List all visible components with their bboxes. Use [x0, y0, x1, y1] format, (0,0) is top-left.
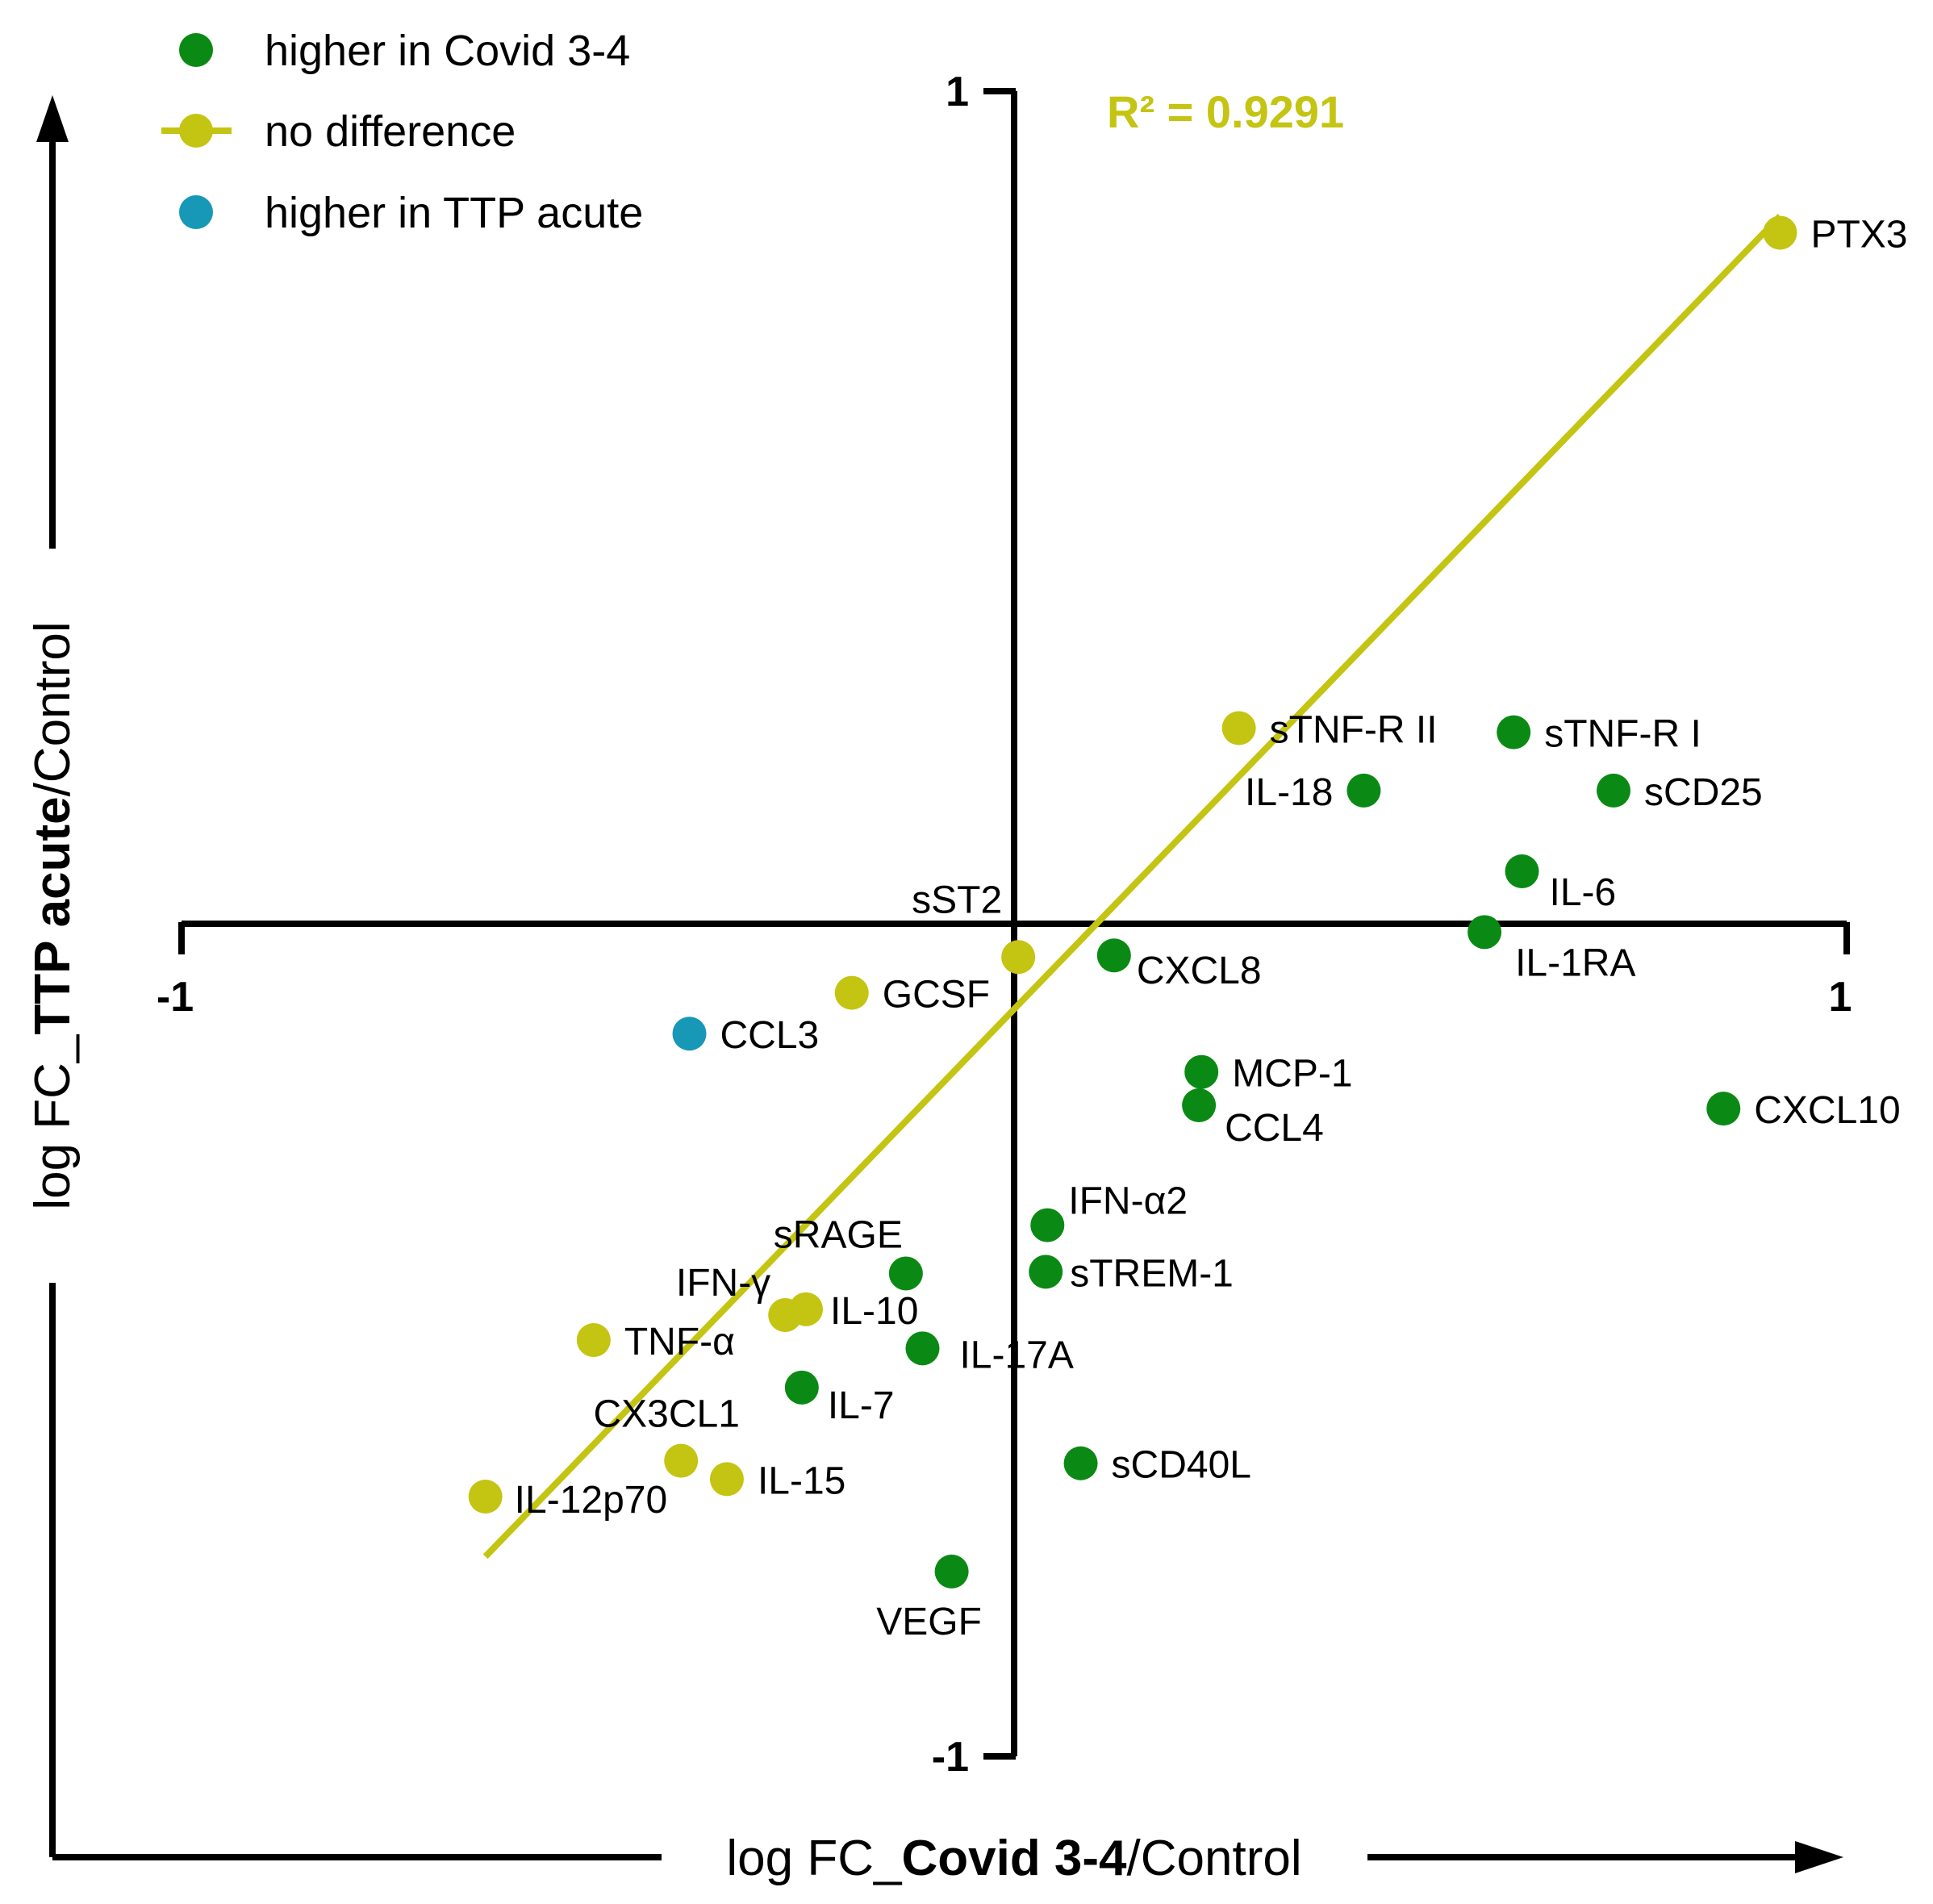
x-arrowhead	[1795, 1841, 1843, 1873]
legend-label-no-difference: no difference	[265, 107, 516, 156]
y-tick-label-max: 1	[946, 69, 969, 115]
labels-layer: PTX3 sTNF-R II sTNF-R I IL-18 sCD25 IL-6 IL-1R…	[515, 213, 1908, 1643]
point-il-10	[789, 1292, 823, 1326]
axis-title-prefix: log FC_	[726, 1831, 903, 1886]
point-srage	[888, 1256, 923, 1291]
label-sst2: sST2	[912, 879, 1002, 921]
point-ccl3	[672, 1017, 707, 1051]
outer-axes	[36, 95, 1843, 1873]
y-axis-title: log FC_TTP acute/Control	[25, 621, 81, 1209]
point-il-18	[1346, 773, 1381, 808]
points-layer	[468, 215, 1797, 1589]
label-il-6: IL-6	[1550, 871, 1617, 914]
label-cxcl8: CXCL8	[1137, 950, 1262, 992]
y-tick-label-min: -1	[932, 1734, 969, 1781]
point-sst2	[1001, 940, 1036, 975]
point-il-17a	[905, 1331, 940, 1366]
label-il-15: IL-15	[758, 1459, 845, 1502]
legend-label-higher-in-ttp-acute: higher in TTP acute	[265, 189, 643, 237]
point-il-12p70	[468, 1480, 503, 1514]
point-vegf	[934, 1554, 969, 1589]
label-vegf: VEGF	[876, 1601, 982, 1643]
r-squared-annotation: R² = 0.9291	[1107, 86, 1344, 137]
label-il-17a: IL-17A	[959, 1334, 1073, 1376]
label-scd25: sCD25	[1644, 771, 1763, 814]
point-strem-1	[1029, 1255, 1063, 1289]
axis-title-suffix: /Control	[25, 621, 81, 796]
legend-marker-no-difference	[179, 114, 213, 148]
point-ptx3	[1763, 215, 1797, 250]
label-ccl3: CCL3	[720, 1014, 820, 1057]
axis-title-prefix: log FC_	[25, 1033, 81, 1210]
label-cxcl10: CXCL10	[1754, 1089, 1900, 1132]
point-ifn-2	[1030, 1208, 1065, 1242]
legend-marker-higher-in-covid-3-4	[179, 33, 213, 67]
label-stnf-r-i: sTNF-R I	[1544, 713, 1701, 756]
label-il-10: IL-10	[830, 1290, 918, 1333]
point-mcp-1	[1184, 1054, 1219, 1089]
label-ptx3: PTX3	[1810, 213, 1907, 256]
legend: higher in Covid 3-4 no difference higher i…	[161, 27, 643, 237]
label-mcp-1: MCP-1	[1232, 1053, 1352, 1096]
point-stnf-r-ii	[1221, 711, 1256, 745]
label-il-7: IL-7	[828, 1384, 895, 1427]
x-tick-label-min: -1	[157, 974, 194, 1021]
point-stnf-r-i	[1497, 715, 1531, 749]
label-ifn-2: IFN-α2	[1068, 1180, 1188, 1223]
point-cx3cl1	[664, 1443, 699, 1478]
point-il-6	[1505, 854, 1539, 888]
legend-marker-higher-in-ttp-acute	[179, 195, 213, 229]
label-strem-1: sTREM-1	[1070, 1252, 1234, 1295]
y-arrowhead	[36, 95, 69, 142]
point-cxcl10	[1706, 1092, 1741, 1126]
point-cxcl8	[1096, 938, 1131, 973]
point-il-1ra	[1467, 915, 1502, 950]
label-il-1ra: IL-1RA	[1515, 942, 1635, 984]
label-stnf-r-ii: sTNF-R II	[1270, 708, 1438, 751]
regression-line	[482, 214, 1783, 1560]
inner-axes: -1 1 1 -1	[157, 69, 1852, 1781]
axis-title-suffix: /Control	[1127, 1831, 1302, 1886]
label-srage: sRAGE	[774, 1213, 903, 1256]
point-il-15	[709, 1462, 744, 1497]
label-tnf: TNF-α	[624, 1321, 735, 1363]
label-il-18: IL-18	[1245, 771, 1333, 814]
label-cx3cl1: CX3CL1	[593, 1393, 739, 1436]
legend-label-higher-in-covid-3-4: higher in Covid 3-4	[265, 27, 630, 75]
label-il-12p70: IL-12p70	[515, 1479, 668, 1522]
point-tnf	[576, 1323, 611, 1357]
x-axis-title: log FC_Covid 3-4/Control	[726, 1831, 1301, 1886]
label-gcsf: GCSF	[883, 974, 990, 1017]
axis-title-bold: Covid 3-4	[901, 1831, 1127, 1886]
point-gcsf	[834, 975, 869, 1010]
point-ccl4	[1182, 1088, 1217, 1122]
axis-title-bold: TTP acute	[25, 796, 81, 1034]
point-scd40l	[1063, 1446, 1098, 1480]
label-ccl4: CCL4	[1225, 1107, 1324, 1150]
x-tick-label-max: 1	[1829, 974, 1852, 1021]
label-scd40l: sCD40L	[1112, 1444, 1251, 1487]
regression-layer	[482, 214, 1783, 1560]
point-il-7	[784, 1370, 819, 1405]
label-ifn: IFN-γ	[676, 1262, 770, 1305]
point-scd25	[1597, 773, 1631, 808]
